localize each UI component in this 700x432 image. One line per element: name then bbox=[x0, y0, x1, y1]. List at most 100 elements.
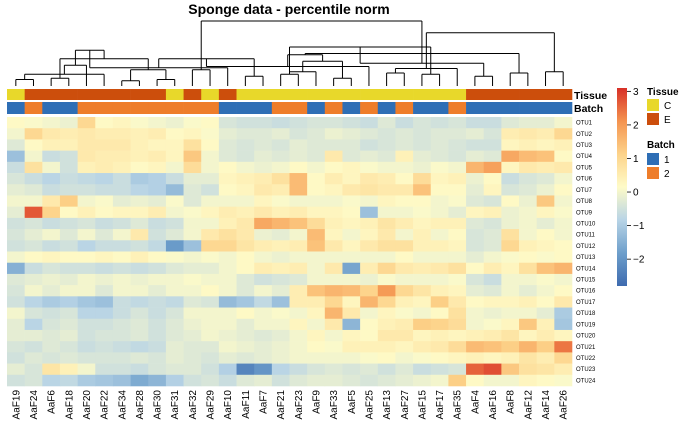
heatmap-cell bbox=[24, 296, 43, 308]
heatmap-cell bbox=[271, 273, 290, 286]
heatmap-cell bbox=[483, 217, 502, 230]
heatmap-cell bbox=[59, 229, 78, 241]
heatmap-cell bbox=[254, 307, 273, 320]
batch-cell bbox=[7, 102, 25, 114]
heatmap-cell bbox=[165, 374, 184, 387]
tissue-cell bbox=[95, 89, 114, 100]
tissue-cell bbox=[307, 89, 326, 100]
heatmap-cell bbox=[554, 229, 573, 241]
heatmap-cell bbox=[430, 206, 449, 219]
heatmap-cell bbox=[307, 161, 326, 174]
heatmap-cell bbox=[130, 173, 149, 185]
heatmap-cell bbox=[360, 352, 379, 364]
heatmap-cell bbox=[289, 195, 308, 207]
heatmap-cell bbox=[77, 363, 96, 376]
heatmap-cell bbox=[112, 262, 131, 275]
heatmap-cell bbox=[377, 352, 396, 364]
heatmap-cell bbox=[218, 195, 237, 207]
heatmap-cell bbox=[130, 117, 149, 129]
heatmap-cell bbox=[165, 262, 184, 275]
heatmap-cell bbox=[342, 128, 361, 140]
heatmap-cell bbox=[95, 161, 114, 174]
heatmap-cell bbox=[519, 173, 537, 185]
heatmap-cell bbox=[130, 229, 149, 241]
heatmap-cell bbox=[42, 195, 61, 207]
heatmap-cell bbox=[360, 184, 379, 196]
heatmap-cell bbox=[183, 229, 202, 241]
heatmap-cell bbox=[519, 195, 537, 207]
heatmap-cell bbox=[24, 285, 43, 297]
heatmap-cell bbox=[501, 150, 520, 163]
heatmap-cell bbox=[536, 307, 555, 320]
heatmap-cell bbox=[271, 262, 290, 275]
heatmap-cell bbox=[448, 296, 467, 308]
heatmap-cell bbox=[59, 128, 78, 140]
tissue-cell bbox=[271, 89, 290, 100]
heatmap-cell bbox=[413, 285, 432, 297]
heatmap-cell bbox=[519, 150, 537, 163]
heatmap-cell bbox=[466, 352, 485, 364]
row-label: OTU4 bbox=[576, 154, 593, 160]
heatmap-cell bbox=[377, 273, 396, 286]
heatmap-cell bbox=[395, 161, 414, 174]
heatmap-cell bbox=[183, 329, 202, 342]
heatmap-cell bbox=[536, 240, 555, 252]
heatmap-cell bbox=[42, 206, 61, 219]
heatmap-cell bbox=[148, 150, 167, 163]
heatmap-cell bbox=[59, 173, 78, 185]
heatmap-cell bbox=[42, 217, 61, 230]
heatmap-cell bbox=[271, 374, 290, 387]
heatmap-cell bbox=[501, 273, 520, 286]
heatmap-cell bbox=[377, 173, 396, 185]
heatmap-cell bbox=[395, 150, 414, 163]
heatmap-cell bbox=[377, 217, 396, 230]
heatmap-cell bbox=[42, 329, 61, 342]
tissue-cell bbox=[148, 89, 167, 100]
heatmap-cell bbox=[236, 352, 255, 364]
heatmap-cell bbox=[307, 352, 326, 364]
column-label: AaF30 bbox=[153, 390, 164, 420]
heatmap-cell bbox=[501, 285, 520, 297]
heatmap-cell bbox=[236, 273, 255, 286]
heatmap-cell bbox=[148, 341, 167, 353]
heatmap-cell bbox=[183, 318, 202, 331]
heatmap-cell bbox=[466, 318, 485, 331]
heatmap-cell bbox=[77, 139, 96, 151]
heatmap-cell bbox=[466, 273, 485, 286]
heatmap-cell bbox=[183, 128, 202, 140]
heatmap-cell bbox=[218, 251, 237, 264]
heatmap-cell bbox=[519, 240, 537, 252]
heatmap-cell bbox=[430, 341, 449, 353]
heatmap-cell bbox=[324, 217, 343, 230]
colorbar-ticks: −2 −1 0 1 2 3 bbox=[627, 87, 645, 266]
heatmap-cell bbox=[501, 117, 520, 129]
heatmap-cell bbox=[77, 173, 96, 185]
heatmap-cell bbox=[430, 251, 449, 264]
heatmap-cell bbox=[360, 363, 379, 376]
heatmap-cell bbox=[501, 296, 520, 308]
heatmap-cell bbox=[236, 217, 255, 230]
heatmap-cell bbox=[77, 352, 96, 364]
heatmap-cell bbox=[218, 206, 237, 219]
row-label: OTU5 bbox=[576, 165, 593, 171]
heatmap-cell bbox=[42, 229, 61, 241]
heatmap-cell bbox=[165, 329, 184, 342]
heatmap-cell bbox=[201, 329, 220, 342]
heatmap-cell bbox=[501, 307, 520, 320]
heatmap-cell bbox=[7, 195, 25, 207]
batch-cell bbox=[377, 102, 396, 114]
heatmap-cell bbox=[236, 363, 255, 376]
heatmap-cell bbox=[112, 117, 131, 129]
heatmap-cell bbox=[413, 307, 432, 320]
heatmap-cell bbox=[395, 296, 414, 308]
heatmap-cell bbox=[236, 262, 255, 275]
heatmap-cell bbox=[7, 173, 25, 185]
heatmap-cell bbox=[183, 195, 202, 207]
heatmap-cell bbox=[501, 374, 520, 387]
heatmap-cell bbox=[377, 161, 396, 174]
heatmap-cell bbox=[536, 217, 555, 230]
column-label: AaF20 bbox=[82, 390, 93, 420]
heatmap-cell bbox=[112, 285, 131, 297]
heatmap-cell bbox=[536, 296, 555, 308]
heatmap-cell bbox=[307, 206, 326, 219]
